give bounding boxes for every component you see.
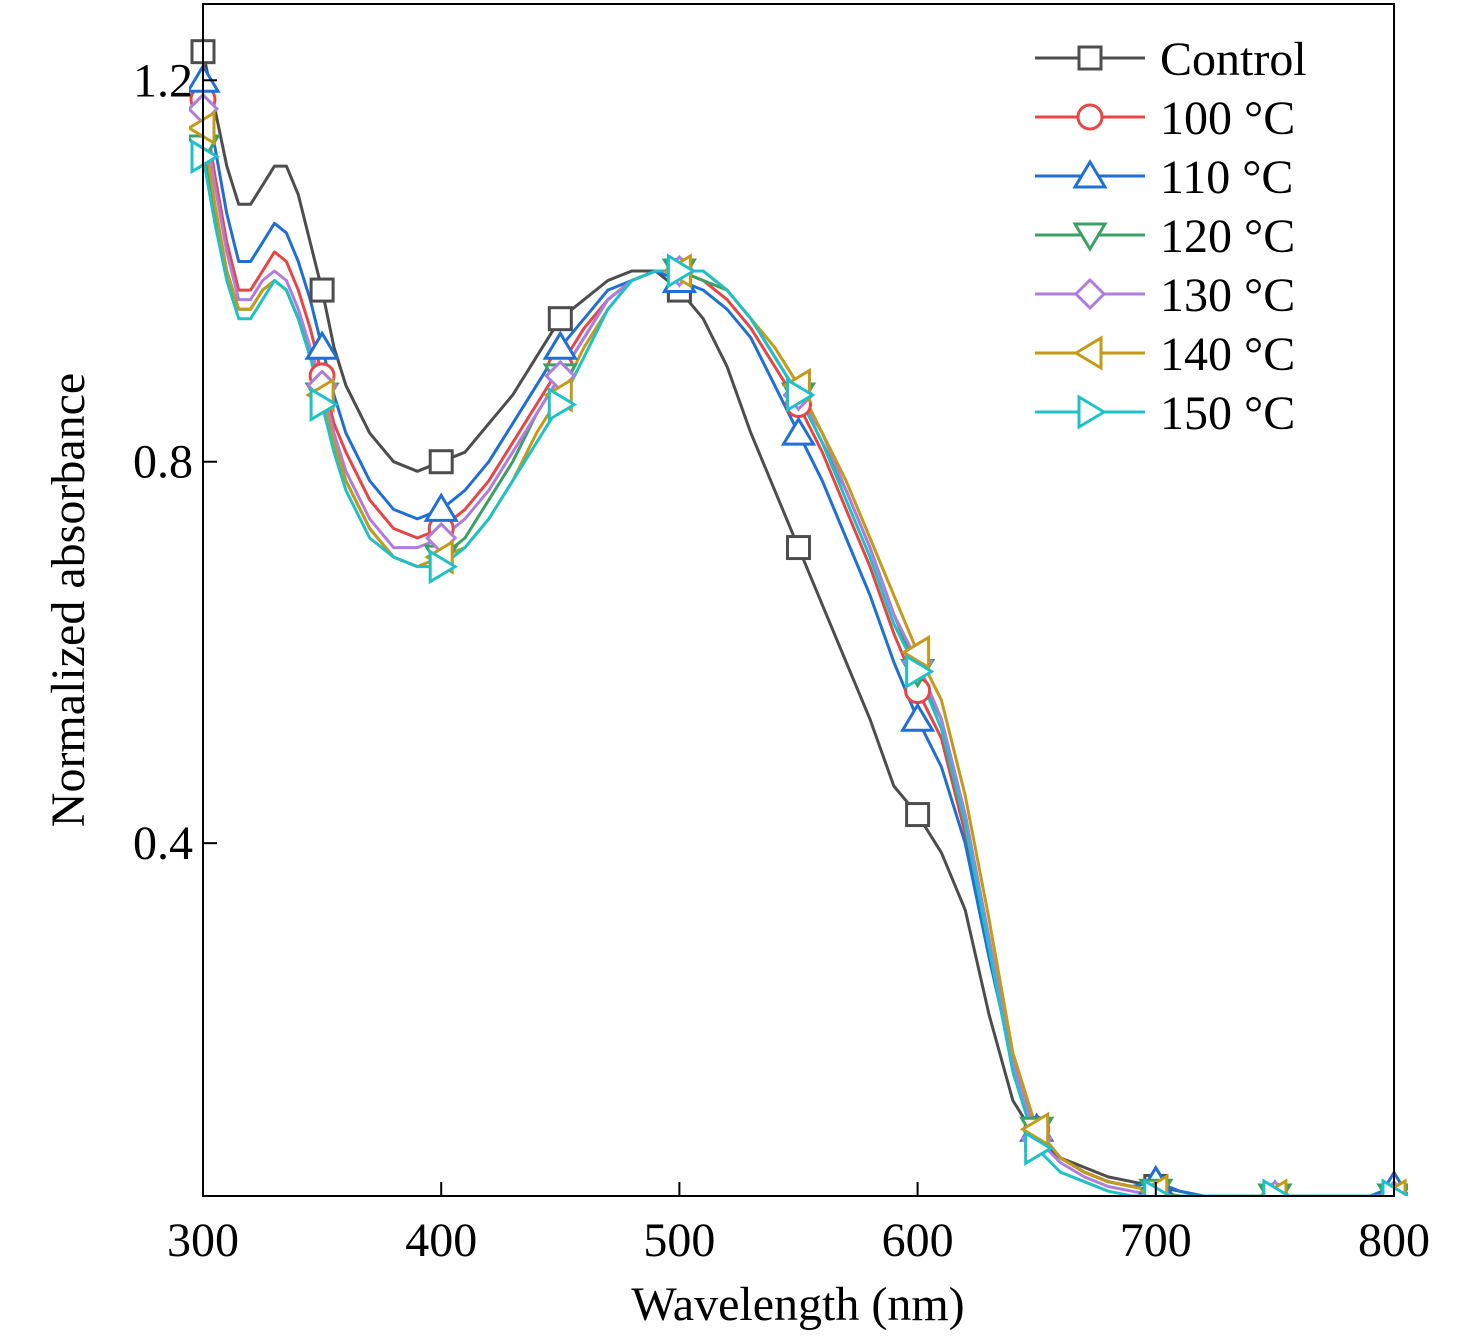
series-6-marker xyxy=(1143,1178,1173,1196)
plot-frame xyxy=(202,3,1395,1197)
series-2-marker xyxy=(304,330,340,360)
legend-series-5-label: 140 °C xyxy=(1160,328,1295,381)
legend-series-0-label: Control xyxy=(1160,33,1307,86)
series-2-marker xyxy=(780,416,817,446)
legend-series-3-marker xyxy=(1072,222,1108,252)
legend-series-5-marker xyxy=(1073,335,1103,371)
series-6-marker xyxy=(309,386,340,423)
series-5-marker xyxy=(1019,1111,1050,1147)
legend-series-6-marker xyxy=(1077,394,1107,430)
series-6-marker xyxy=(786,377,816,413)
series-6-marker xyxy=(190,138,220,175)
legend-series-4-label: 130 °C xyxy=(1160,269,1295,322)
series-2-marker xyxy=(542,330,578,360)
legend-series-1-marker xyxy=(1076,103,1104,131)
legend-series-2-label: 110 °C xyxy=(1160,151,1293,204)
series-6-marker xyxy=(666,253,697,289)
x-tick-label: 500 xyxy=(643,1214,715,1267)
series-2-marker xyxy=(423,492,459,522)
series-0-marker xyxy=(547,306,573,332)
legend-series-0-marker xyxy=(1077,45,1103,71)
series-5-marker xyxy=(900,634,931,671)
series-0-marker xyxy=(905,802,931,828)
legend-series-6-label: 150 °C xyxy=(1160,387,1295,440)
series-6-marker xyxy=(905,653,935,690)
series-0-marker xyxy=(309,277,335,303)
axes xyxy=(202,3,1395,1197)
series-5-marker xyxy=(189,110,216,146)
legend: Control 100 °C 110 °C 120 °C 130 °C 140 °C 150… xyxy=(1035,33,1307,440)
x-tick-label: 700 xyxy=(1120,1214,1192,1267)
series-6-marker xyxy=(1381,1178,1408,1196)
series-1-line xyxy=(201,99,1394,1196)
legend-series-1-label: 100 °C xyxy=(1160,92,1295,145)
series-6-marker xyxy=(547,386,578,423)
series-2-marker xyxy=(899,702,936,732)
series-0-marker xyxy=(786,535,811,561)
legend-series-4-marker xyxy=(1073,277,1107,311)
y-tick-label: 0.8 xyxy=(133,436,193,489)
x-tick-label: 800 xyxy=(1358,1214,1430,1267)
series-0-marker xyxy=(428,449,454,475)
plot-area xyxy=(189,39,1408,1196)
series-2-line xyxy=(201,80,1395,1196)
y-axis-label: Normalized absorbance xyxy=(42,373,95,827)
y-tick-label: 0.4 xyxy=(133,817,193,870)
y-tick-label: 1.2 xyxy=(133,54,193,107)
x-axis-ticks: 300 400 500 600 700 800 xyxy=(167,1182,1430,1267)
series-6-marker xyxy=(1024,1130,1054,1166)
x-axis-label: Wavelength (nm) xyxy=(631,1278,964,1331)
x-tick-label: 600 xyxy=(882,1214,954,1267)
x-tick-label: 300 xyxy=(167,1214,239,1267)
legend-series-2-marker xyxy=(1072,159,1108,189)
legend-series-3-label: 120 °C xyxy=(1160,210,1295,263)
y-axis-ticks: 0.4 0.8 1.2 xyxy=(133,54,217,870)
x-tick-label: 400 xyxy=(405,1214,477,1267)
series-6-marker xyxy=(428,548,459,585)
series-6-marker xyxy=(1262,1178,1292,1196)
